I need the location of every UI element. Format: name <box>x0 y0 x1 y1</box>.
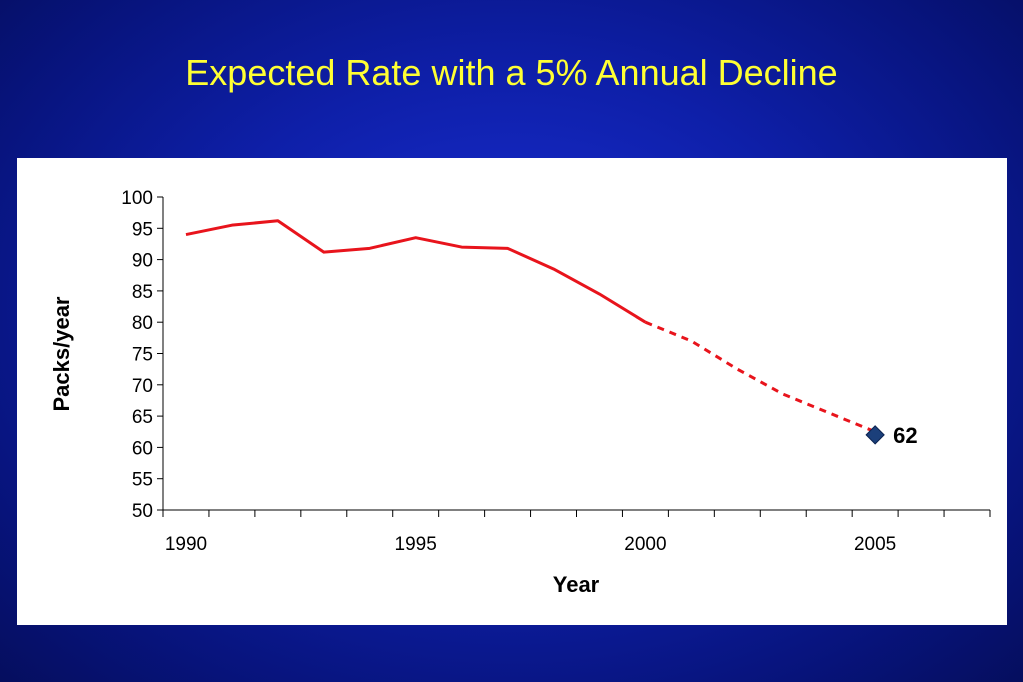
y-tick-label: 70 <box>132 376 153 397</box>
x-axis: 1990 1995 2000 2005 <box>162 509 991 555</box>
actual-line <box>185 219 647 324</box>
y-tick-label: 60 <box>132 438 153 459</box>
y-tick-label: 85 <box>132 282 153 303</box>
x-tick-label: 1990 <box>165 534 207 555</box>
x-tick-label: 1995 <box>395 534 437 555</box>
y-tick-label: 65 <box>132 407 153 428</box>
projected-line <box>644 320 876 434</box>
line-chart: 50 55 60 65 70 75 80 85 90 95 100 1990 1995 2000 2005… <box>49 188 991 597</box>
y-axis: 50 55 60 65 70 75 80 85 90 95 100 <box>121 188 164 522</box>
y-tick-label: 50 <box>132 501 153 522</box>
x-axis-title: Year <box>553 572 600 597</box>
data-label: 62 <box>893 423 917 448</box>
x-tick-label: 2000 <box>624 534 666 555</box>
y-tick-label: 90 <box>132 251 153 272</box>
slide-title: Expected Rate with a 5% Annual Decline <box>185 52 838 93</box>
chart-panel: 50 55 60 65 70 75 80 85 90 95 100 1990 1995 2000 2005… <box>17 158 1007 625</box>
y-tick-label: 95 <box>132 219 153 240</box>
y-tick-label: 80 <box>132 313 153 334</box>
y-tick-label: 100 <box>121 188 153 209</box>
data-point-marker <box>865 425 885 445</box>
y-axis-title: Packs/year <box>49 296 74 411</box>
y-tick-label: 55 <box>132 470 153 491</box>
y-tick-label: 75 <box>132 345 153 366</box>
x-tick-label: 2005 <box>854 534 896 555</box>
series-group: 62 <box>185 219 918 448</box>
